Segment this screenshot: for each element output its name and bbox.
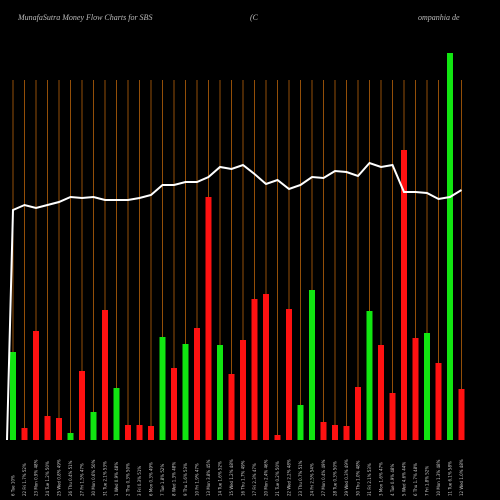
chart-subtitle: ompanhia de <box>418 13 460 22</box>
x-tick-label: 31 Tue 2.1% 53% <box>103 461 108 496</box>
x-tick-label: 30 Mon 0.6% 50% <box>91 459 96 496</box>
bar <box>274 435 281 440</box>
x-tick-label: 15 Wed 1.2% 48% <box>229 459 234 496</box>
x-tick-label: 7 Tue 1.8% 52% <box>160 464 165 496</box>
bar <box>90 412 97 440</box>
bar <box>159 337 166 440</box>
x-tick-label: 3 Fri 0.3% 51% <box>137 466 142 496</box>
x-tick-label: 6 Mon 0.3% 49% <box>149 462 154 496</box>
bar <box>366 311 373 440</box>
money-flow-line <box>6 161 463 441</box>
x-tick-label: 8 Wed 1.3% 48% <box>172 462 177 496</box>
bar <box>401 150 407 440</box>
bar <box>332 425 338 440</box>
bar <box>44 416 51 440</box>
x-tick-label: 13 Mon 3.8% 45% <box>206 459 211 496</box>
bar <box>102 310 108 440</box>
x-tick-label: 6 Thu 1.7% 48% <box>413 463 418 496</box>
bar <box>378 345 384 440</box>
bar <box>136 425 143 440</box>
x-tick-label: 29 Wed 0.3% 49% <box>344 459 349 496</box>
bar <box>79 371 85 440</box>
bar <box>67 433 74 440</box>
x-tick-label: 14 Tue 1.6% 52% <box>218 461 223 496</box>
bar <box>125 425 131 440</box>
x-tick-label: 23 Mon 0.9% 48% <box>34 459 39 496</box>
bar <box>113 388 120 440</box>
x-tick-label: 24 Tue 1.2% 50% <box>45 461 50 496</box>
bar <box>389 393 396 440</box>
bar <box>343 426 350 440</box>
x-tick-label: 21 Tue 0.2% 50% <box>275 461 280 496</box>
bar <box>21 428 28 440</box>
x-tick-label: 20 Mon 2.4% 46% <box>264 459 269 496</box>
bar <box>182 344 189 440</box>
x-tick-label: 16 Thu 1.7% 49% <box>241 460 246 496</box>
bar <box>286 309 292 440</box>
x-tick-label: 17 Fri 2.3% 47% <box>252 463 257 496</box>
x-tick-label: 27 Fri 1.5% 47% <box>80 463 85 496</box>
x-tick-label: 24 Fri 2.5% 54% <box>310 463 315 496</box>
bar <box>251 299 258 440</box>
bar <box>33 331 39 440</box>
x-tick-label: 9 Thu 1.6% 53% <box>183 463 188 496</box>
bar <box>424 333 430 440</box>
x-tick-label: 12 Wed 1.0% 48% <box>459 459 464 496</box>
bar <box>309 290 315 440</box>
bar <box>355 387 361 440</box>
x-tick-label: 5 Wed 4.6% 44% <box>402 462 407 496</box>
x-tick-label: 2 Thu 0.3% 50% <box>126 463 131 496</box>
bar <box>320 422 327 440</box>
x-tick-label: 11 Tue 6.1% 58% <box>448 461 453 496</box>
x-tick-label: 27 Mon 0.4% 49% <box>321 459 326 496</box>
x-tick-label: 23 Thu 0.7% 51% <box>298 460 303 496</box>
bar <box>297 405 304 440</box>
bar <box>171 368 177 440</box>
bar <box>228 374 235 440</box>
bar <box>458 389 465 440</box>
x-tick-label: 30 Thu 1.0% 48% <box>356 460 361 496</box>
x-tick-label: 4 Tue 0.9% 48% <box>390 464 395 496</box>
x-tick-label: 3 Mon 1.6% 47% <box>379 462 384 496</box>
x-tick-label: 22 Fri 1.7% 52% <box>22 463 27 496</box>
chart-subtitle: (C <box>250 13 259 22</box>
x-tick-label: 1 Wed 0.9% 48% <box>114 462 119 496</box>
bar <box>240 340 246 440</box>
bar <box>263 294 269 440</box>
bar <box>194 328 200 440</box>
bar <box>148 426 154 440</box>
bar <box>56 418 62 440</box>
x-tick-label: 28 Tue 0.3% 50% <box>333 461 338 496</box>
x-tick-label: 25 Wed 0.8% 49% <box>57 459 62 496</box>
bar <box>205 197 212 440</box>
x-tick-label: 7 Fri 1.8% 52% <box>425 466 430 496</box>
bar <box>447 53 453 440</box>
bar <box>217 345 223 440</box>
x-tick-label: 10 Mon 1.3% 48% <box>436 459 441 496</box>
x-tick-label: 10 Fri 1.9% 47% <box>195 463 200 496</box>
x-tick-label: 22 Wed 2.2% 48% <box>287 459 292 496</box>
x-tick-label: 31 Fri 2.1% 53% <box>367 463 372 496</box>
bar <box>10 352 16 440</box>
chart-title: MunafaSutra Money Flow Charts for SBS <box>17 13 152 22</box>
bar <box>412 338 419 440</box>
bar <box>435 363 442 440</box>
x-tick-label: 26 Thu 0.4% 51% <box>68 460 73 496</box>
x-tick-label: 6 Tue 10% <box>11 475 16 496</box>
